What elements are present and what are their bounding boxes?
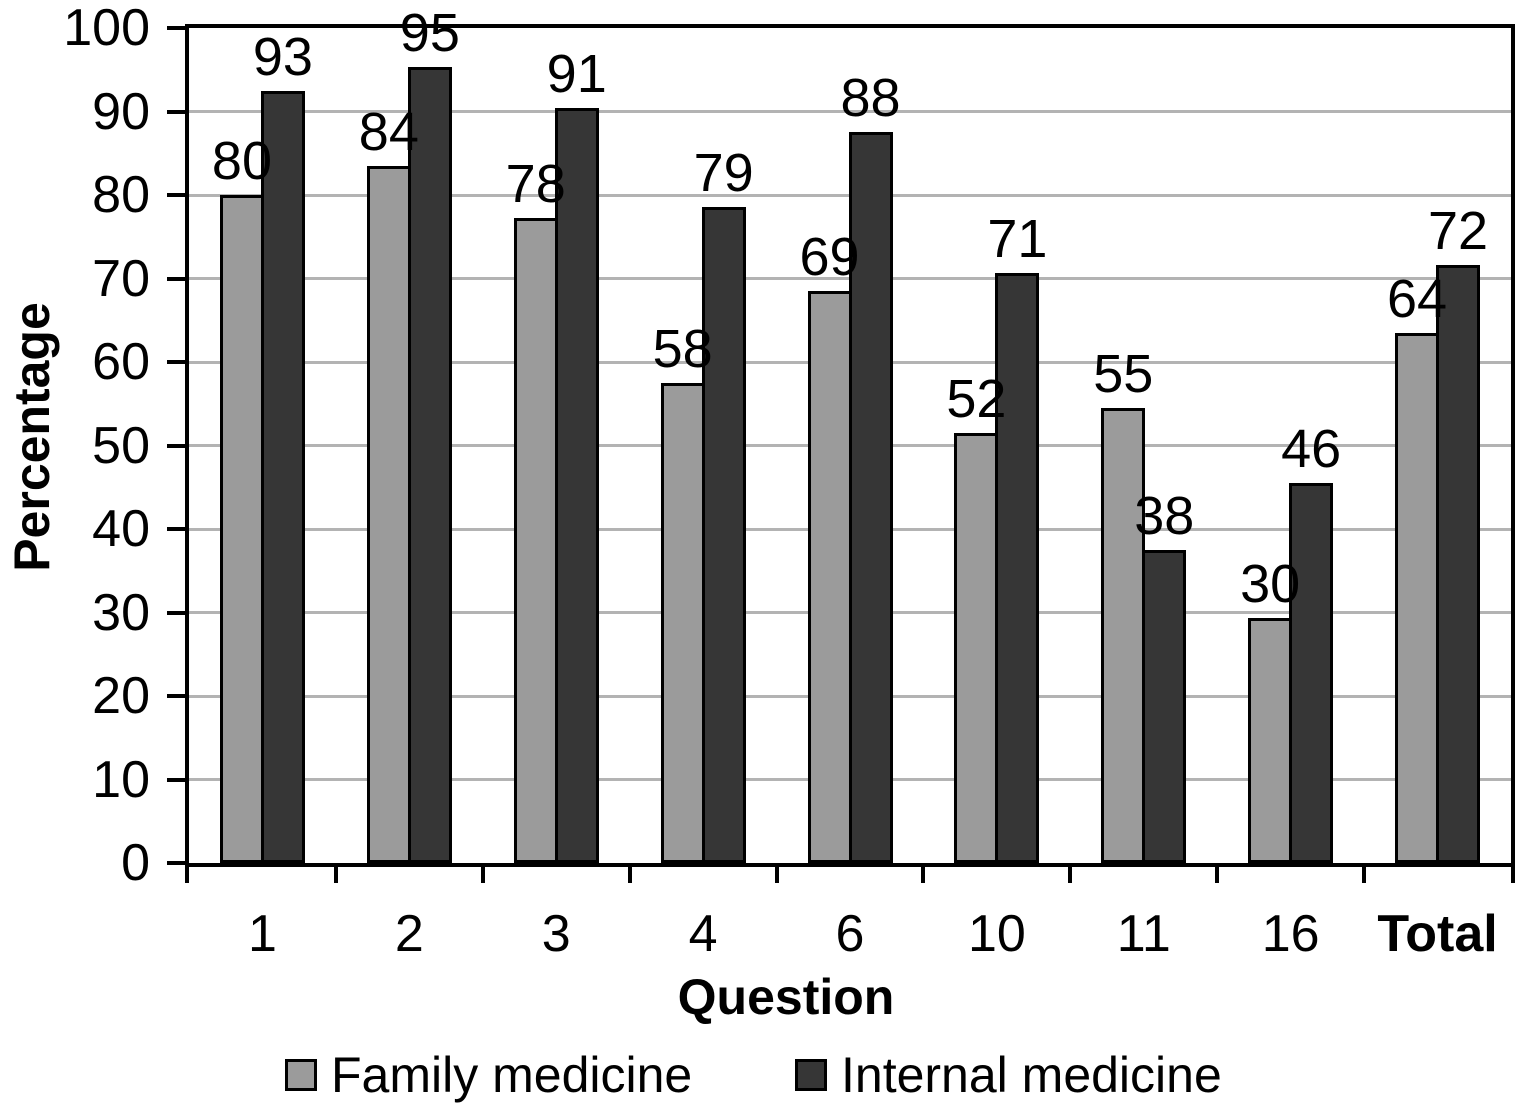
y-tick-label: 10 [92, 750, 150, 809]
legend-label-family-medicine: Family medicine [331, 1047, 693, 1103]
category-label: 3 [541, 905, 571, 963]
bar-family-medicine-qtotal [1395, 332, 1440, 863]
x-tick [627, 867, 632, 883]
y-tick [167, 193, 185, 197]
x-tick [185, 867, 189, 883]
bar-internal-medicine-q10 [995, 272, 1040, 863]
bar-value-label: 46 [1281, 419, 1342, 480]
y-tick [167, 861, 185, 865]
bar-internal-medicine-q3 [554, 108, 599, 863]
bar-value-label: 84 [358, 101, 419, 162]
y-tick-label: 60 [92, 333, 150, 391]
category-label: 1 [247, 905, 277, 963]
bar-value-label: 72 [1428, 201, 1489, 262]
bar-internal-medicine-q4 [701, 206, 746, 863]
x-axis-title: Question [677, 969, 895, 1025]
x-tick [921, 867, 926, 883]
bar-internal-medicine-q6 [848, 132, 893, 863]
bar-value-label: 30 [1240, 554, 1301, 615]
x-tick [1362, 867, 1367, 883]
legend-swatch-internal-medicine [795, 1059, 827, 1091]
bar-family-medicine-q2 [366, 165, 411, 863]
x-tick [1068, 867, 1073, 883]
category-label: 16 [1261, 905, 1320, 963]
bar-family-medicine-q16 [1248, 618, 1293, 863]
category-label: Total [1377, 905, 1498, 963]
category-label: 11 [1116, 905, 1171, 963]
bar-value-label: 91 [546, 44, 607, 105]
x-tick [1215, 867, 1220, 883]
x-tick [333, 867, 338, 883]
category-label: 4 [688, 905, 718, 963]
bar-family-medicine-q11 [1101, 407, 1146, 863]
bar-value-label: 78 [505, 154, 566, 215]
bar-value-label: 95 [399, 3, 460, 64]
y-tick [167, 694, 185, 698]
legend-item-family-medicine: Family medicine [285, 1046, 692, 1104]
y-tick-label: 100 [63, 0, 150, 57]
y-tick [167, 610, 185, 615]
bar-internal-medicine-qtotal [1436, 265, 1481, 863]
legend-item-internal-medicine: Internal medicine [795, 1046, 1222, 1104]
bar-value-label: 79 [693, 142, 754, 203]
bar-value-label: 55 [1093, 343, 1154, 404]
y-tick [167, 527, 185, 531]
bar-value-label: 69 [799, 227, 860, 288]
y-tick-label: 50 [92, 416, 150, 475]
y-tick [167, 109, 185, 114]
bar-value-label: 93 [252, 26, 313, 87]
x-tick [774, 867, 779, 883]
plot-area: 80 93 84 95 78 91 58 79 69 88 52 71 55 38 30 46 64 72 [167, 5, 1515, 883]
bar-family-medicine-q6 [807, 291, 852, 863]
x-tick [1511, 867, 1515, 883]
legend-swatch-family-medicine [285, 1059, 317, 1091]
y-tick-label: 70 [92, 249, 150, 308]
bar-value-label: 52 [946, 368, 1007, 429]
y-tick-label: 20 [92, 667, 150, 725]
y-tick [167, 777, 185, 782]
y-tick-label: 80 [92, 166, 150, 224]
x-tick [480, 867, 485, 883]
bar-internal-medicine-q2 [407, 67, 452, 863]
category-label: 10 [967, 905, 1026, 963]
bar-family-medicine-q3 [513, 218, 558, 863]
y-tick [167, 360, 185, 364]
y-tick [167, 26, 185, 30]
category-label: 6 [835, 905, 865, 963]
bar-value-label: 64 [1387, 268, 1448, 329]
y-tick [167, 276, 185, 281]
legend-label-internal-medicine: Internal medicine [841, 1047, 1222, 1103]
y-tick-label: 40 [92, 500, 150, 558]
category-label: 2 [394, 905, 424, 963]
bar-family-medicine-q1 [219, 195, 264, 863]
bar-value-label: 88 [840, 68, 901, 129]
bar-internal-medicine-q1 [260, 90, 305, 863]
bar-family-medicine-q10 [954, 432, 999, 863]
y-tick-label: 90 [92, 82, 150, 141]
bar-internal-medicine-q11 [1142, 549, 1187, 863]
bar-family-medicine-q4 [660, 382, 705, 863]
y-tick-label: 30 [92, 583, 150, 642]
bar-value-label: 58 [652, 318, 713, 379]
y-tick [167, 443, 185, 448]
bar-value-label: 71 [987, 208, 1048, 269]
bar-value-label: 38 [1134, 485, 1195, 546]
y-tick-label: 0 [121, 834, 150, 892]
bar-internal-medicine-q16 [1289, 483, 1334, 863]
bar-value-label: 80 [211, 131, 272, 191]
gridline [189, 110, 1511, 113]
